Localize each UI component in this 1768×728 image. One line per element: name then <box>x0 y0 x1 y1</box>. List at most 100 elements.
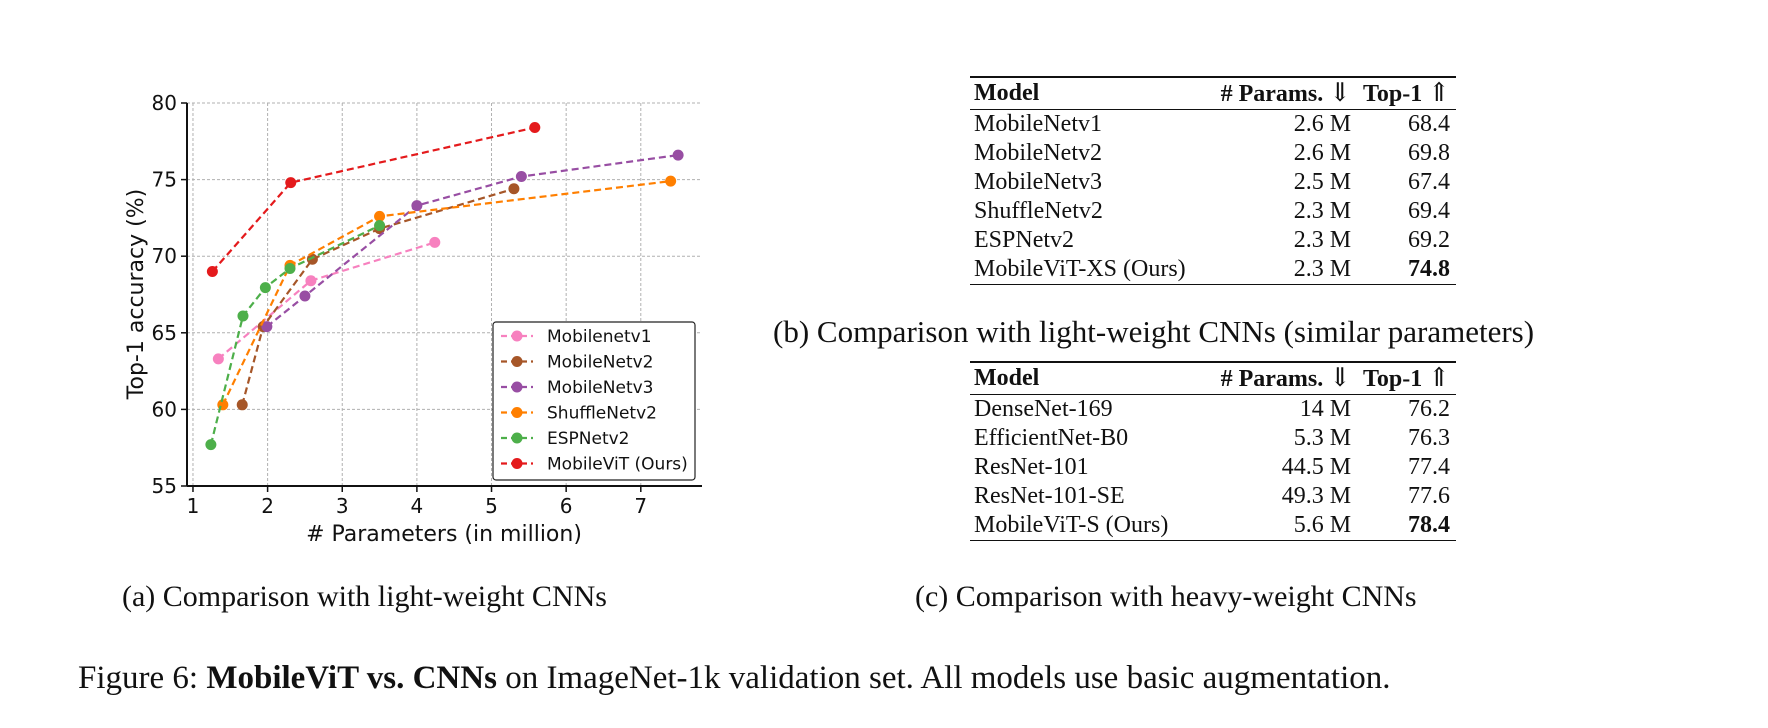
table-row: MobileNetv3 2.5 M 67.4 <box>970 168 1456 197</box>
data-point <box>374 220 386 232</box>
series-group <box>205 122 684 451</box>
caption-a: (a) Comparison with light-weight CNNs <box>122 580 607 613</box>
data-point <box>429 236 441 248</box>
data-point <box>529 122 541 134</box>
legend-label: MobileNetv2 <box>547 353 653 373</box>
x-axis-label: # Parameters (in million) <box>306 522 582 547</box>
x-tick-label: 6 <box>560 494 573 518</box>
series-line <box>266 153 679 328</box>
legend-label: MobileViT (Ours) <box>547 455 688 475</box>
legend-box <box>492 321 696 481</box>
header-params: # Params. ⇓ <box>1198 362 1357 395</box>
table-header-row: Model # Params. ⇓ Top-1 ⇑ <box>970 362 1456 395</box>
series-line <box>217 241 436 360</box>
table-row: MobileNetv1 2.6 M 68.4 <box>970 110 1456 140</box>
cell-params: 5.6 M <box>1293 512 1352 538</box>
table-row: ShuffleNetv2 2.3 M 69.4 <box>970 197 1456 226</box>
x-tick-label: 7 <box>634 494 647 518</box>
legend-marker <box>511 407 523 418</box>
cell-top1-best: 78.4 <box>1408 512 1450 538</box>
cell-top1-best: 74.8 <box>1408 256 1450 282</box>
down-arrow-icon: ⇓ <box>1329 363 1352 392</box>
cell-model: EfficientNet-B0 <box>974 425 1129 451</box>
data-point <box>284 262 296 274</box>
table-row: EfficientNet-B0 5.3 M 76.3 <box>970 424 1456 453</box>
data-point <box>411 200 423 212</box>
x-tick-label: 2 <box>261 494 274 518</box>
table-row: ResNet-101 44.5 M 77.4 <box>970 453 1456 482</box>
cell-params: 14 M <box>1299 396 1352 422</box>
cell-top1: 69.8 <box>1408 140 1450 166</box>
cell-model: ShuffleNetv2 <box>974 198 1103 224</box>
data-point <box>508 183 520 195</box>
cell-params: 49.3 M <box>1281 483 1352 509</box>
cell-params: 2.3 M <box>1293 227 1352 253</box>
series-mobilenetv3 <box>261 149 684 333</box>
legend-marker <box>511 381 523 393</box>
cell-params: 2.6 M <box>1293 111 1352 137</box>
x-tick-label: 3 <box>336 494 349 518</box>
legend-marker <box>511 458 523 469</box>
legend-label: ESPNetv2 <box>547 429 630 449</box>
header-top1-label: Top-1 <box>1363 366 1423 392</box>
x-tick-label: 4 <box>411 494 424 518</box>
table-row: MobileViT-XS (Ours) 2.3 M 74.8 <box>970 255 1456 285</box>
legend-entry: MobileViT (Ours) <box>501 455 688 475</box>
series-line <box>221 180 671 406</box>
series-espnetv2 <box>205 220 386 451</box>
header-model: Model <box>974 80 1040 106</box>
cell-model: MobileNetv3 <box>974 169 1102 195</box>
legend-entry: Mobilenetv1 <box>501 327 652 347</box>
tick-labels: 1 2 3 4 5 6 7 55 60 65 70 75 80 <box>152 91 648 518</box>
table-heavy-weight-cnns: Model # Params. ⇓ Top-1 ⇑ DenseNet-169 14… <box>970 361 1456 541</box>
legend: Mobilenetv1 MobileNetv2 MobileNetv3 Shuffle… <box>492 321 696 481</box>
legend-label: ShuffleNetv2 <box>547 404 657 424</box>
data-point <box>212 353 224 365</box>
cell-top1: 69.4 <box>1408 198 1450 224</box>
y-tick-label: 75 <box>152 168 177 192</box>
legend-label: MobileNetv3 <box>547 378 653 398</box>
y-tick-label: 60 <box>152 397 177 421</box>
data-point <box>237 310 249 322</box>
cell-top1: 69.2 <box>1408 227 1450 253</box>
data-point <box>259 282 271 294</box>
series-mobilevit-ours <box>206 122 541 278</box>
down-arrow-icon: ⇓ <box>1329 78 1352 107</box>
data-point <box>515 171 527 183</box>
legend-label: Mobilenetv1 <box>547 327 652 347</box>
data-point <box>672 149 684 161</box>
x-tick-label: 1 <box>187 494 200 518</box>
legend-entry: MobileNetv3 <box>501 378 653 398</box>
table-row: DenseNet-169 14 M 76.2 <box>970 395 1456 425</box>
up-arrow-icon: ⇑ <box>1428 78 1450 107</box>
legend-marker <box>511 356 523 367</box>
legend-entry: MobileNetv2 <box>501 353 653 373</box>
data-point <box>285 177 297 189</box>
data-point <box>306 253 318 265</box>
header-params-label: # Params. <box>1220 366 1324 392</box>
series-line <box>211 126 536 273</box>
y-tick-label: 70 <box>152 244 177 268</box>
y-tick-label: 80 <box>152 91 177 115</box>
table-light-weight-cnns: Model # Params. ⇓ Top-1 ⇑ MobileNetv1 2.6… <box>970 76 1456 285</box>
series-mobilenetv1 <box>212 236 441 365</box>
data-point <box>236 399 248 411</box>
series-line <box>209 224 381 445</box>
up-arrow-icon: ⇑ <box>1428 363 1450 392</box>
header-model: Model <box>974 365 1040 391</box>
table-row: ResNet-101-SE 49.3 M 77.6 <box>970 482 1456 511</box>
accuracy-vs-params-chart: 1 2 3 4 5 6 7 55 60 65 70 75 80 # Parameters (in mil… <box>124 91 702 547</box>
grid <box>187 102 702 487</box>
cell-model: MobileViT-XS (Ours) <box>974 256 1186 282</box>
figure-caption-text: on ImageNet-1k validation set. All model… <box>505 660 1391 696</box>
y-tick-label: 65 <box>152 321 177 345</box>
axes <box>181 102 702 492</box>
data-point <box>261 321 273 333</box>
cell-params: 2.6 M <box>1293 140 1352 166</box>
cell-top1: 76.3 <box>1408 425 1450 451</box>
legend-entry: ESPNetv2 <box>501 429 630 449</box>
table-header-row: Model # Params. ⇓ Top-1 ⇑ <box>970 77 1456 110</box>
cell-model: DenseNet-169 <box>974 396 1113 422</box>
figure-caption-bold: MobileViT vs. CNNs <box>206 660 497 696</box>
legend-entry: ShuffleNetv2 <box>501 404 657 424</box>
